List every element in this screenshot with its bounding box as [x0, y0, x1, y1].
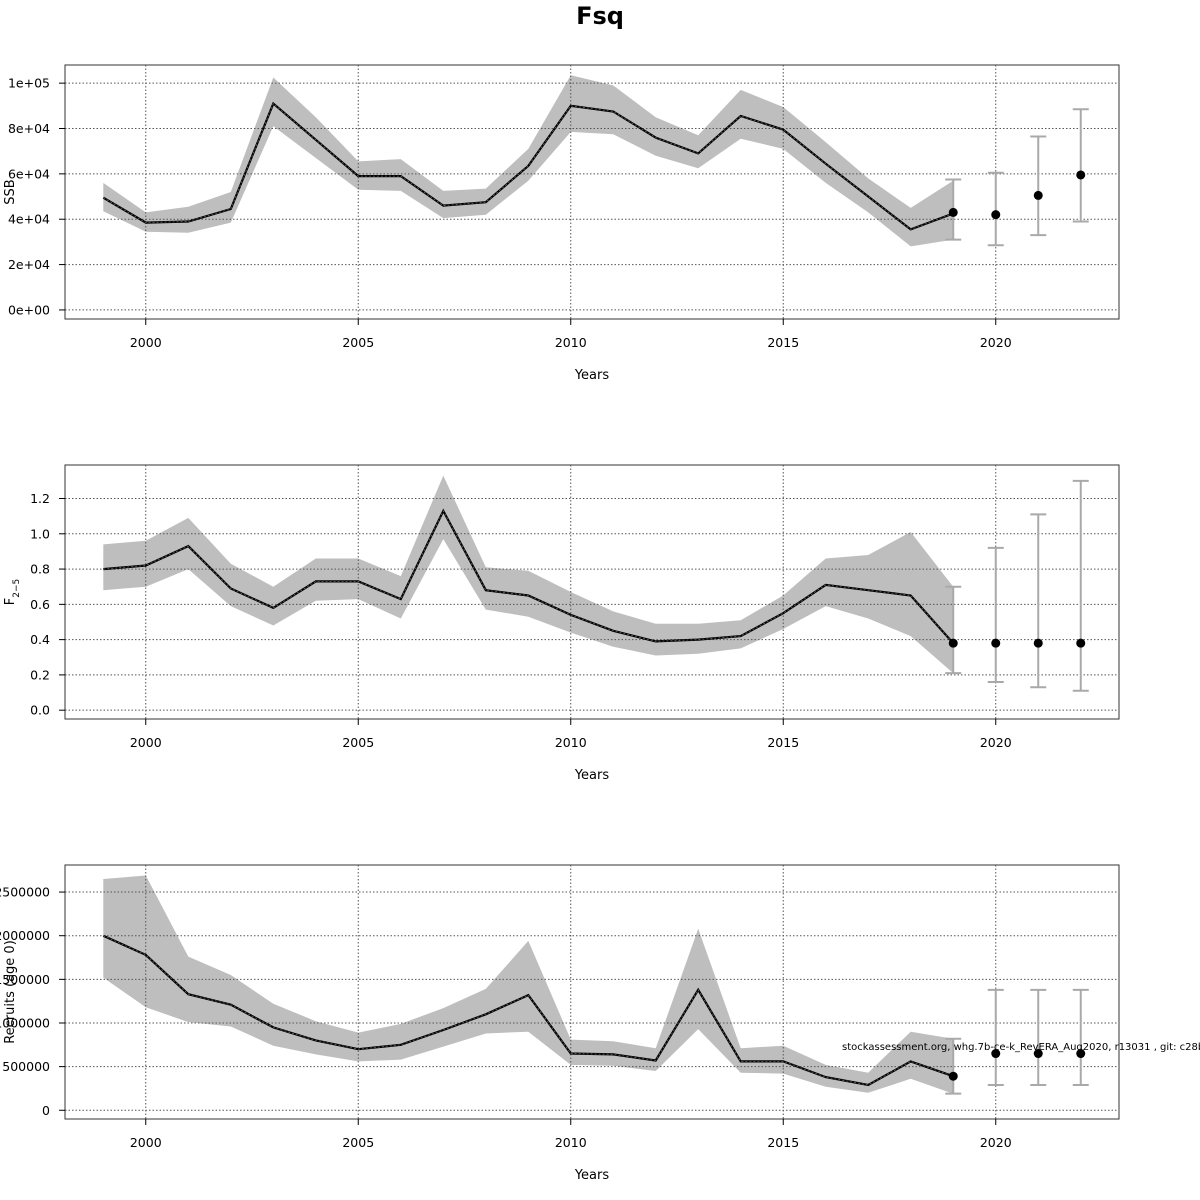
ssb-y-tick-label: 4e+04	[8, 212, 50, 227]
fbar-y-tick-label: 0.6	[30, 597, 50, 612]
recruits-x-tick-label: 2005	[342, 1135, 374, 1150]
panels: 2000 2005 2010 2015 2020 0e+00 2e+04 4e+04 6e+04…	[0, 64, 1120, 1183]
recruits-y-tick-label: 2500000	[0, 885, 50, 900]
figure-title: Fsq	[576, 2, 624, 30]
ssb-y-tick-label: 0e+00	[8, 302, 50, 317]
ssb-forecast-point	[1033, 190, 1043, 200]
fbar-forecast-point	[1033, 638, 1043, 648]
fbar-forecast-point	[948, 638, 958, 648]
recruits-forecast-point	[1033, 1049, 1043, 1059]
fbar-y-tick-label: 0.2	[30, 667, 50, 682]
recruits-x-tick-label: 2010	[555, 1135, 587, 1150]
fbar-forecast-point	[1076, 638, 1086, 648]
fbar-y-tick-label: 0.8	[30, 562, 50, 577]
fbar-x-tick-label: 2015	[767, 735, 799, 750]
ssb-x-axis-label: Years	[574, 368, 610, 383]
fbar-y-axis-label-sub: 2−5	[12, 579, 22, 598]
recruits-y-tick-label: 2000000	[0, 928, 50, 943]
ssb-x-tick-label: 2020	[980, 335, 1012, 350]
fbar-forecast-errorbar	[1030, 513, 1047, 689]
fbar-x-tick-label: 2005	[342, 735, 374, 750]
recruits-forecast-errorbar	[987, 988, 1004, 1086]
credit-text: stockassessment.org, whg.7b-ce-k_RevERA_…	[842, 1042, 1200, 1053]
ssb-forecast-errorbar	[987, 171, 1004, 247]
fbar-x-axis-label: Years	[574, 768, 610, 783]
recruits-y-tick-label: 500000	[2, 1059, 50, 1074]
fbar-forecast-errorbar	[987, 546, 1004, 683]
ssb-y-tick-label: 6e+04	[8, 166, 50, 181]
ssb-y-tick-label: 1e+05	[8, 76, 50, 91]
ssb-y-tick-label: 8e+04	[8, 121, 50, 136]
chart-panel-fbar: 2000 2005 2010 2015 2020 0.0 0.2 0.4 0.6 0.8 1.0 1.…	[3, 464, 1120, 783]
recruits-x-tick-label: 2020	[980, 1135, 1012, 1150]
ssb-y-axis-label-main: SSB	[3, 179, 18, 204]
ssb-plot-frame	[64, 64, 1120, 320]
fbar-x-tick-label: 2020	[980, 735, 1012, 750]
recruits-forecast-errorbar	[1030, 988, 1047, 1086]
ssb-forecast-errorbar	[1030, 135, 1047, 237]
fbar-estimate-dashes	[103, 510, 954, 644]
ssb-estimate-dashes	[103, 102, 954, 230]
recruits-plot-frame	[64, 864, 1120, 1120]
recruits-forecast-point	[948, 1071, 958, 1081]
fbar-forecast-point	[991, 638, 1001, 648]
ssb-y-axis-label: SSB	[3, 179, 18, 204]
recruits-estimate-dashes	[103, 935, 954, 1086]
fbar-forecast-errorbar	[1072, 479, 1089, 692]
fbar-confidence-band	[103, 475, 954, 674]
fbar-y-tick-label: 1.0	[30, 526, 50, 541]
ssb-forecast-point	[991, 210, 1001, 220]
ssb-x-tick-label: 2005	[342, 335, 374, 350]
recruits-x-tick-label: 2000	[130, 1135, 162, 1150]
ssb-x-tick-label: 2010	[555, 335, 587, 350]
recruits-forecast-point	[1076, 1049, 1086, 1059]
recruits-forecast-errorbar	[1072, 988, 1089, 1086]
chart-panel-ssb: 2000 2005 2010 2015 2020 0e+00 2e+04 4e+04 6e+04…	[3, 64, 1120, 383]
recruits-forecast-errorbar	[945, 1037, 962, 1095]
fbar-y-tick-label: 0.4	[30, 632, 50, 647]
fbar-y-tick-label: 0.0	[30, 703, 50, 718]
recruits-forecast-point	[991, 1049, 1001, 1059]
ssb-x-tick-label: 2015	[767, 335, 799, 350]
ssb-forecast-errorbar	[1072, 108, 1089, 223]
ssb-forecast-point	[948, 207, 958, 217]
fbar-plot-frame	[64, 464, 1120, 720]
recruits-y-axis-label: Recruits (age 0)	[3, 940, 18, 1044]
recruits-x-axis-label: Years	[574, 1168, 610, 1183]
fbar-x-tick-label: 2000	[130, 735, 162, 750]
recruits-y-tick-label: 1000000	[0, 1015, 50, 1030]
fbar-y-axis-label: F2−5	[3, 579, 22, 605]
ssb-confidence-band	[103, 75, 954, 247]
recruits-y-tick-label: 0	[42, 1103, 50, 1118]
fbar-forecast-errorbar	[945, 585, 962, 675]
fbar-y-tick-label: 1.2	[30, 491, 50, 506]
ssb-y-tick-label: 2e+04	[8, 257, 50, 272]
ssb-forecast-point	[1076, 170, 1086, 180]
recruits-x-tick-label: 2015	[767, 1135, 799, 1150]
recruits-y-tick-label: 1500000	[0, 972, 50, 987]
chart-panel-recruits: 2000 2005 2010 2015 2020 0 500000 1000000 150000…	[0, 864, 1120, 1183]
ssb-x-tick-label: 2000	[130, 335, 162, 350]
recruits-y-axis-label-main: Recruits (age 0)	[3, 940, 18, 1044]
recruits-confidence-band	[103, 875, 954, 1094]
fbar-x-tick-label: 2010	[555, 735, 587, 750]
fbar-y-axis-label-main: F	[3, 598, 18, 605]
